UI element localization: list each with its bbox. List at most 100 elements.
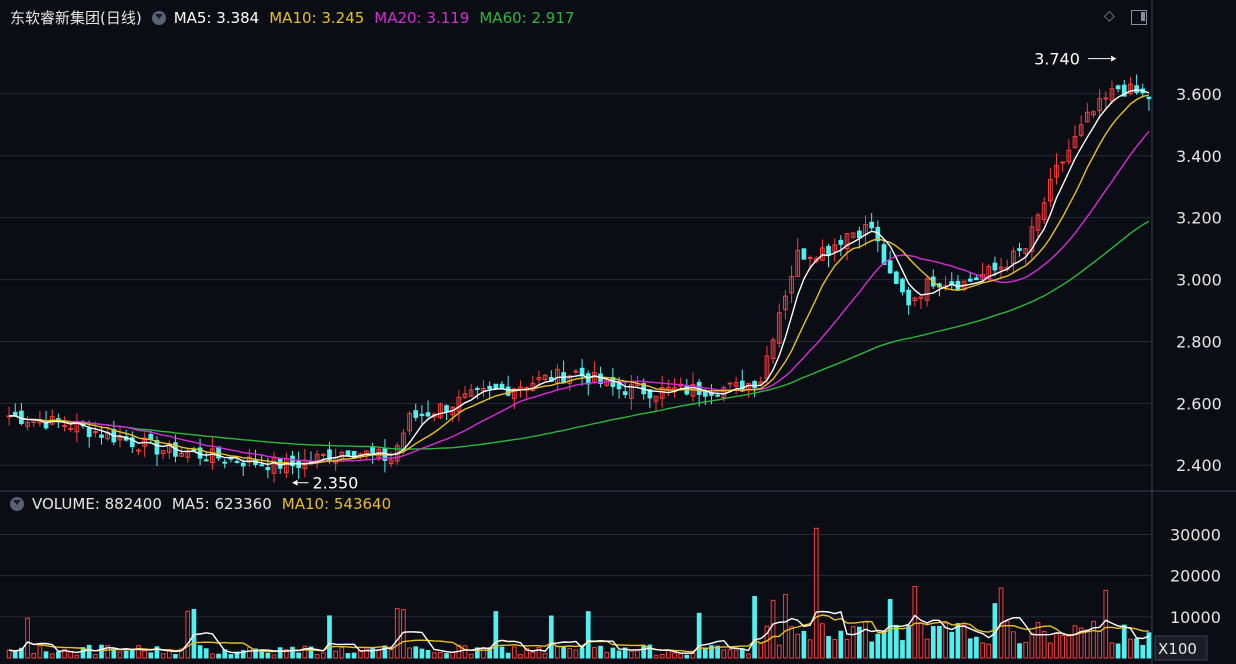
volume-bar[interactable]: [696, 612, 702, 659]
candle-body[interactable]: [647, 389, 653, 399]
volume-bar[interactable]: [173, 654, 178, 659]
volume-bar[interactable]: [179, 648, 184, 659]
volume-bar[interactable]: [86, 644, 92, 659]
volume-bar[interactable]: [906, 625, 911, 659]
volume-bar[interactable]: [518, 654, 523, 659]
volume-bar[interactable]: [807, 639, 813, 659]
candle-body[interactable]: [764, 355, 770, 380]
volume-bar[interactable]: [228, 654, 234, 659]
candle-body[interactable]: [1011, 250, 1016, 264]
volume-bar[interactable]: [918, 622, 924, 659]
volume-bar[interactable]: [598, 645, 603, 659]
candle-body[interactable]: [1054, 164, 1059, 178]
volume-bar[interactable]: [431, 652, 437, 659]
volume-bar[interactable]: [283, 649, 289, 659]
candle-body[interactable]: [136, 449, 141, 452]
candle-body[interactable]: [1023, 248, 1029, 254]
candle-body[interactable]: [838, 239, 844, 245]
candle-body[interactable]: [179, 452, 184, 457]
volume-bar[interactable]: [425, 650, 431, 659]
candle-body[interactable]: [826, 245, 831, 256]
volume-bar[interactable]: [1017, 643, 1022, 659]
candle-body[interactable]: [1035, 214, 1041, 231]
volume-bar[interactable]: [961, 624, 967, 659]
candle-body[interactable]: [499, 383, 505, 390]
candle-body[interactable]: [801, 248, 807, 260]
volume-bar[interactable]: [511, 646, 517, 659]
volume-bar[interactable]: [1115, 643, 1121, 659]
volume-bar[interactable]: [856, 626, 862, 659]
candle-body[interactable]: [438, 403, 443, 418]
volume-bar[interactable]: [924, 638, 930, 659]
candle-body[interactable]: [807, 257, 813, 260]
volume-bar[interactable]: [370, 647, 375, 659]
volume-bar[interactable]: [117, 651, 123, 659]
volume-bar[interactable]: [468, 653, 474, 659]
volume-bar[interactable]: [271, 654, 277, 659]
candle-body[interactable]: [320, 453, 326, 456]
volume-bar[interactable]: [1121, 624, 1127, 659]
volume-bar[interactable]: [474, 647, 480, 659]
candle-body[interactable]: [493, 383, 499, 390]
candle-body[interactable]: [715, 394, 720, 397]
candle-body[interactable]: [555, 368, 560, 384]
volume-bar[interactable]: [1140, 644, 1146, 659]
candle-body[interactable]: [881, 244, 887, 266]
volume-bar[interactable]: [752, 595, 757, 659]
volume-bar[interactable]: [1084, 629, 1090, 659]
volume-bar[interactable]: [1097, 631, 1102, 659]
volume-bar[interactable]: [863, 621, 868, 659]
candle-body[interactable]: [1066, 149, 1072, 163]
volume-bar[interactable]: [659, 654, 665, 659]
volume-bar[interactable]: [462, 645, 468, 659]
volume-bar[interactable]: [770, 599, 776, 659]
volume-bar[interactable]: [25, 617, 30, 659]
volume-bar[interactable]: [43, 651, 49, 659]
candle-body[interactable]: [622, 391, 628, 396]
candle-body[interactable]: [616, 382, 622, 390]
volume-bar[interactable]: [721, 649, 727, 659]
volume-bar[interactable]: [690, 653, 696, 659]
volume-bar[interactable]: [154, 646, 160, 659]
volume-bar[interactable]: [148, 652, 154, 659]
candle-body[interactable]: [1041, 202, 1047, 221]
volume-bar[interactable]: [844, 639, 850, 659]
candle-body[interactable]: [259, 464, 265, 467]
candle-body[interactable]: [487, 385, 493, 390]
volume-bar[interactable]: [1047, 642, 1053, 659]
candle-body[interactable]: [776, 312, 782, 344]
volume-bar[interactable]: [647, 644, 653, 659]
candle-body[interactable]: [598, 373, 603, 384]
volume-bar[interactable]: [1004, 620, 1010, 659]
volume-bar[interactable]: [739, 648, 745, 659]
volume-bar[interactable]: [142, 650, 147, 659]
candle-body[interactable]: [900, 278, 905, 293]
candle-body[interactable]: [1103, 97, 1109, 100]
candle-body[interactable]: [536, 376, 542, 381]
candle-body[interactable]: [1134, 85, 1139, 93]
candle-body[interactable]: [247, 456, 252, 463]
candle-body[interactable]: [25, 421, 30, 427]
volume-bar[interactable]: [783, 593, 788, 659]
candle-body[interactable]: [474, 387, 480, 390]
candle-body[interactable]: [542, 374, 548, 380]
candle-body[interactable]: [456, 396, 462, 412]
candle-body[interactable]: [770, 339, 776, 360]
candle-body[interactable]: [185, 451, 191, 458]
volume-bar[interactable]: [524, 647, 529, 659]
volume-bar[interactable]: [290, 646, 295, 659]
volume-bar[interactable]: [1041, 630, 1047, 659]
volume-bar[interactable]: [203, 648, 209, 659]
volume-bar[interactable]: [672, 652, 677, 659]
volume-bar[interactable]: [727, 649, 733, 659]
volume-bar[interactable]: [314, 654, 320, 659]
candle-body[interactable]: [733, 382, 739, 387]
candle-body[interactable]: [203, 459, 209, 462]
candle-body[interactable]: [783, 295, 788, 310]
candle-body[interactable]: [468, 389, 474, 397]
candle-body[interactable]: [92, 431, 98, 434]
volume-bar[interactable]: [974, 636, 979, 659]
volume-bar[interactable]: [265, 652, 271, 659]
candle-body[interactable]: [1017, 248, 1022, 251]
volume-bar[interactable]: [234, 651, 240, 659]
